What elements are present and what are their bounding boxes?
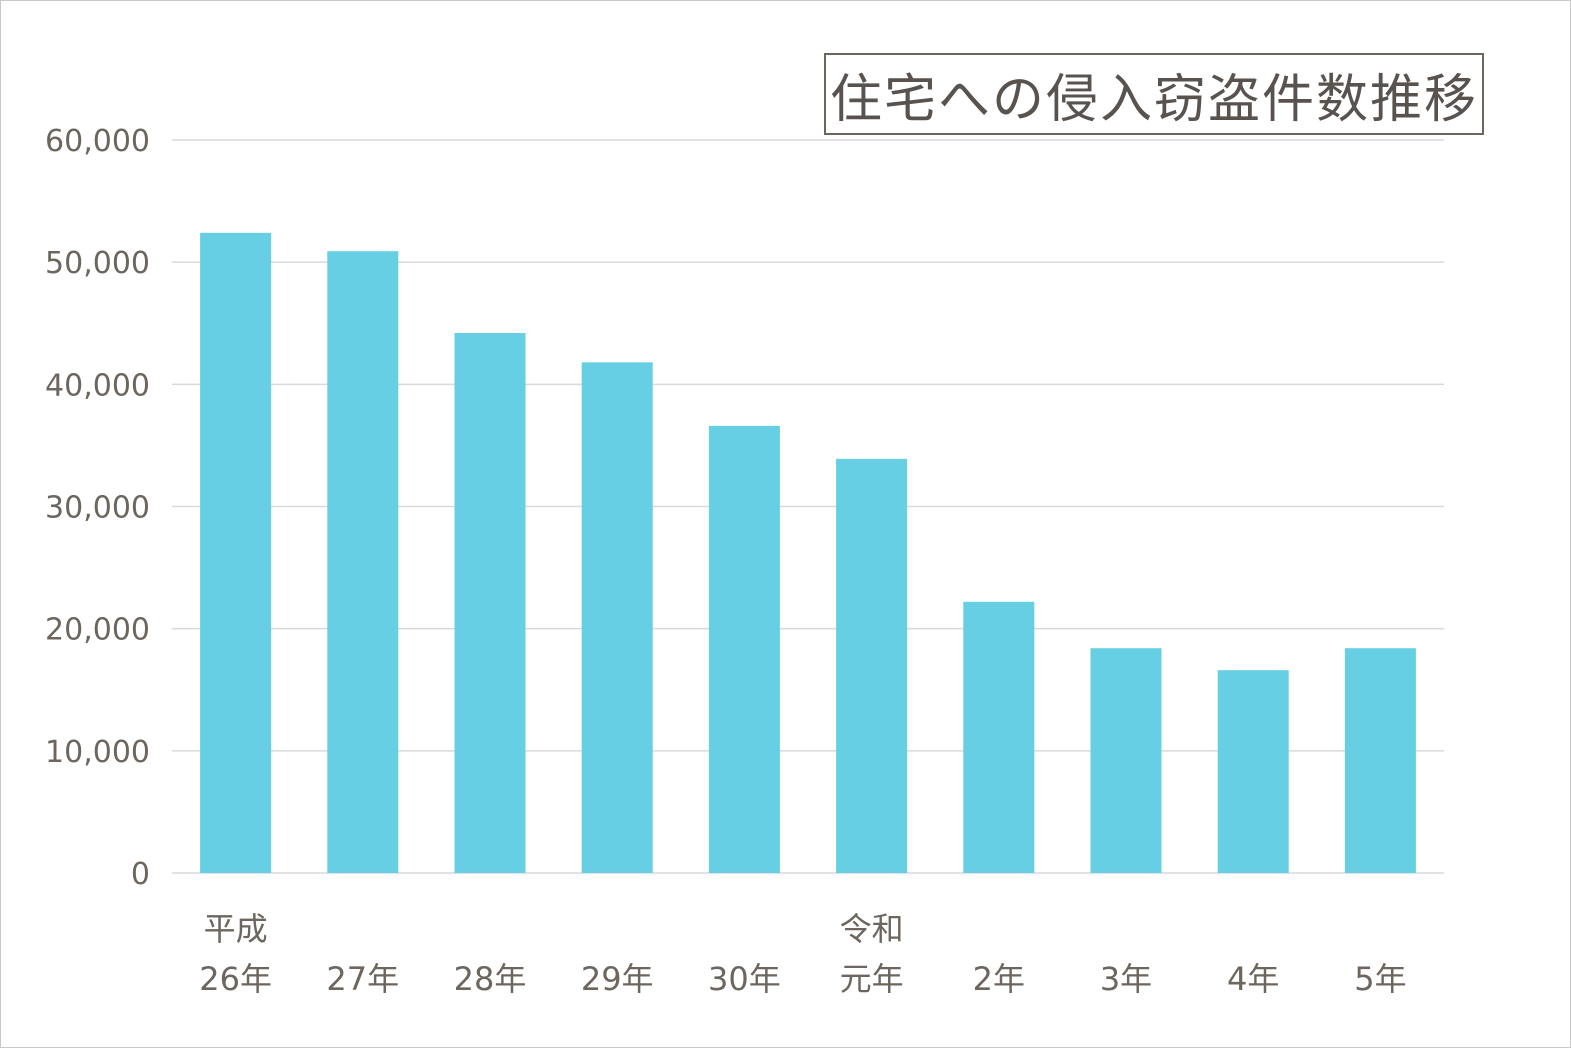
bar (963, 601, 1035, 873)
bar (327, 251, 399, 874)
chart-title: 住宅への侵入窃盗件数推移 (824, 53, 1484, 135)
x-tick-label: 26年 (199, 960, 272, 998)
bar (836, 458, 908, 873)
bar (1090, 648, 1162, 873)
x-tick-label: 2年 (973, 960, 1025, 998)
x-tick-label: 5年 (1354, 960, 1406, 998)
x-tick-label: 元年 (840, 960, 904, 998)
y-tick-label: 50,000 (45, 246, 150, 281)
bar (1217, 670, 1289, 873)
y-tick-label: 0 (131, 857, 150, 892)
y-tick-label: 40,000 (45, 368, 150, 403)
x-tick-label: 平成 (204, 910, 268, 948)
x-tick-label: 4年 (1227, 960, 1279, 998)
y-tick-label: 20,000 (45, 613, 150, 648)
bars (200, 232, 1416, 874)
y-tick-label: 60,000 (45, 124, 150, 159)
bar (454, 333, 526, 874)
x-tick-label: 27年 (326, 960, 399, 998)
x-tick-label: 29年 (581, 960, 654, 998)
x-tick-label: 令和 (840, 910, 904, 948)
x-tick-label: 30年 (708, 960, 781, 998)
bar (1344, 648, 1416, 873)
x-tick-label: 28年 (454, 960, 527, 998)
y-axis-ticks: 0 10,000 20,000 30,000 40,000 50,000 60,000 (45, 124, 150, 892)
x-tick-label: 3年 (1100, 960, 1152, 998)
bar (200, 232, 272, 873)
bar (708, 425, 780, 873)
y-tick-label: 30,000 (45, 491, 150, 526)
bar (581, 362, 653, 873)
y-tick-label: 10,000 (45, 735, 150, 770)
